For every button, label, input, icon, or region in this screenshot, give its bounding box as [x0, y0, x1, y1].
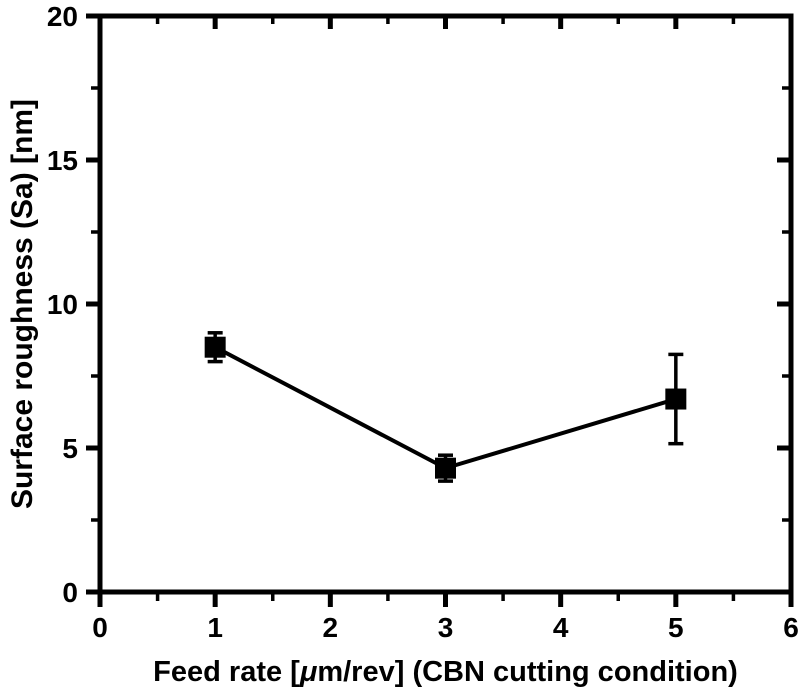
y-tick-label: 10: [47, 289, 78, 320]
x-tick-label: 2: [323, 612, 339, 643]
y-tick-label: 0: [62, 577, 78, 608]
data-point-marker: [204, 336, 226, 358]
x-axis-title: Feed rate [μm/rev] (CBN cutting conditio…: [153, 656, 738, 688]
x-tick-label: 4: [553, 612, 569, 643]
y-tick-label: 20: [47, 1, 78, 32]
y-tick-label: 5: [62, 433, 78, 464]
x-tick-label: 5: [668, 612, 684, 643]
y-tick-label: 15: [47, 145, 78, 176]
y-axis-title: Surface roughness (Sa) [nm]: [6, 99, 39, 509]
x-tick-label: 0: [92, 612, 108, 643]
plot-frame: [97, 13, 794, 595]
x-axis-title-prefix: Feed rate [: [153, 656, 300, 688]
data-point-marker: [665, 388, 687, 410]
x-tick-label: 1: [207, 612, 223, 643]
x-tick-label: 6: [783, 612, 799, 643]
data-point-marker: [435, 457, 456, 479]
x-axis-title-suffix: m/rev] (CBN cutting condition): [317, 656, 737, 688]
x-axis-title-mu: μ: [299, 656, 318, 688]
x-tick-label: 3: [438, 612, 454, 643]
